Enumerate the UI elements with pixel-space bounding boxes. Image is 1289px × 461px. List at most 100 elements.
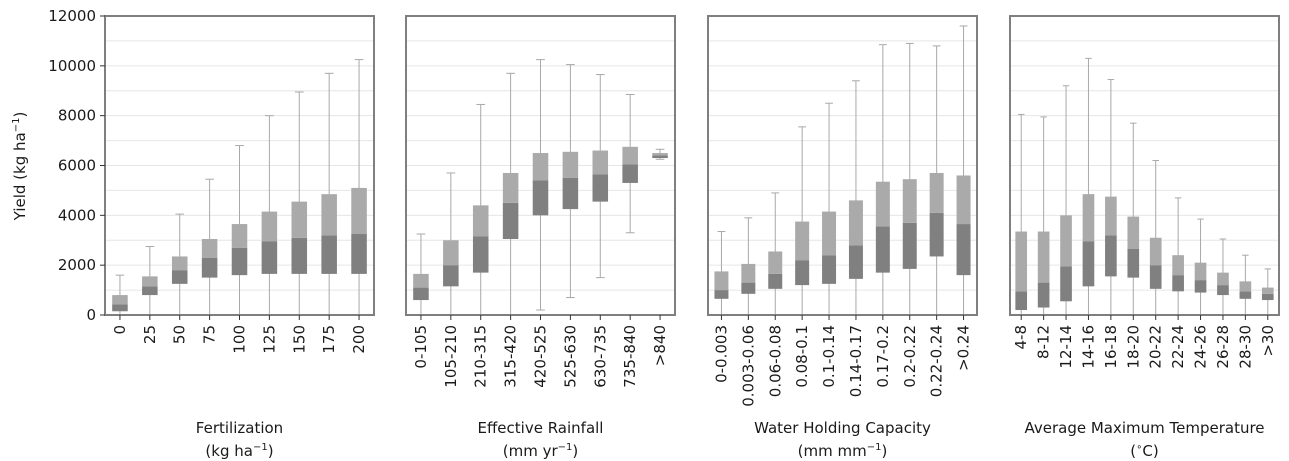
box-lower-3-1 (1037, 282, 1050, 308)
box-lower-0-5 (261, 241, 278, 274)
x-tick-label: 18-20 (1124, 325, 1142, 369)
box-lower-3-6 (1149, 265, 1162, 289)
y-tick-label: 0 (86, 306, 96, 324)
x-tick-label: 12-14 (1057, 325, 1075, 369)
box-lower-2-3 (795, 260, 810, 286)
x-tick-label: 14-16 (1079, 325, 1097, 369)
box-upper-1-2 (472, 205, 489, 237)
box-lower-1-3 (502, 202, 519, 240)
box-lower-2-5 (848, 245, 863, 279)
box-upper-2-3 (795, 221, 810, 261)
x-tick-label: 175 (320, 325, 338, 354)
x-tick-label: 4-8 (1012, 325, 1030, 350)
box-upper-2-0 (714, 271, 729, 291)
x-tick-label: 0.06-0.08 (766, 325, 784, 397)
x-tick-label: 0.14-0.17 (847, 325, 865, 397)
x-tick-label: >0.24 (955, 325, 973, 371)
x-tick-label: >840 (651, 325, 669, 366)
box-upper-3-6 (1149, 237, 1162, 266)
box-upper-3-1 (1037, 231, 1050, 283)
x-tick-label: 26-28 (1214, 325, 1232, 369)
x-tick-label: 0-105 (412, 325, 430, 369)
box-upper-3-7 (1172, 255, 1184, 276)
x-tick-label: 105-210 (442, 325, 460, 388)
panel-frame-2 (707, 15, 978, 316)
x-axis-label-line1: Average Maximum Temperature (1024, 419, 1264, 437)
box-lower-2-8 (929, 212, 944, 257)
x-axis-label-line2: (∘C) (1130, 442, 1158, 460)
x-axis-label-line1: Fertilization (196, 419, 283, 437)
box-lower-3-8 (1194, 280, 1207, 293)
box-lower-2-6 (875, 226, 890, 273)
box-upper-0-1 (142, 276, 158, 287)
x-tick-label: 0.17-0.2 (874, 325, 892, 388)
y-tick-label: 10000 (48, 57, 96, 75)
box-lower-2-9 (956, 224, 971, 276)
box-lower-2-1 (741, 282, 756, 294)
box-upper-0-7 (321, 194, 337, 236)
box-upper-2-2 (768, 251, 783, 274)
box-lower-3-10 (1239, 291, 1252, 299)
x-tick-label: 315-420 (502, 325, 520, 388)
panel-frame-3 (1009, 15, 1280, 316)
box-lower-3-11 (1261, 293, 1274, 301)
x-tick-label: 630-735 (591, 325, 609, 388)
box-upper-3-3 (1082, 194, 1095, 242)
x-tick-label: 125 (260, 325, 278, 354)
box-upper-0-3 (201, 239, 218, 258)
x-tick-label: 22-24 (1169, 325, 1187, 369)
box-lower-2-2 (768, 273, 783, 289)
box-upper-1-7 (622, 146, 638, 165)
x-axis-label-line1: Water Holding Capacity (754, 419, 931, 437)
box-lower-1-1 (443, 265, 459, 287)
x-tick-label: 8-12 (1035, 325, 1053, 359)
box-lower-1-7 (622, 164, 638, 183)
x-tick-label: 0.1-0.14 (820, 325, 838, 388)
box-lower-0-6 (291, 237, 308, 274)
box-lower-1-4 (532, 180, 549, 216)
box-upper-0-6 (291, 201, 308, 238)
box-upper-3-9 (1217, 272, 1229, 286)
y-tick-label: 4000 (58, 206, 96, 224)
box-upper-3-0 (1015, 231, 1028, 292)
x-tick-label: 0.08-0.1 (793, 325, 811, 388)
box-upper-2-8 (929, 172, 944, 213)
box-upper-1-4 (532, 153, 549, 181)
x-tick-label: 0.2-0.22 (901, 325, 919, 388)
x-tick-label: 20-22 (1147, 325, 1165, 369)
box-lower-0-1 (142, 286, 158, 296)
x-tick-label: 525-630 (561, 325, 579, 388)
box-upper-2-9 (956, 175, 971, 225)
box-lower-3-7 (1172, 275, 1184, 292)
x-tick-label: 200 (350, 325, 368, 354)
x-tick-label: 16-18 (1102, 325, 1120, 369)
x-tick-label: 24-26 (1192, 325, 1210, 369)
box-lower-2-7 (902, 222, 917, 269)
box-upper-2-4 (822, 211, 837, 256)
box-lower-3-2 (1060, 266, 1072, 302)
x-axis-label-line2: (kg ha−1) (205, 442, 273, 460)
y-tick-label: 6000 (58, 157, 96, 175)
x-tick-label: 50 (171, 325, 189, 344)
box-upper-1-0 (413, 273, 429, 288)
x-tick-label: 0.22-0.24 (928, 325, 946, 397)
box-upper-2-7 (902, 179, 917, 223)
box-lower-1-8 (652, 155, 668, 159)
x-tick-label: 420-525 (532, 325, 550, 388)
x-axis-label-line2: (mm mm−1) (798, 442, 888, 460)
box-lower-0-7 (321, 235, 337, 274)
box-lower-3-5 (1127, 248, 1140, 278)
box-lower-1-0 (413, 287, 429, 301)
boxes-layer (112, 25, 1274, 316)
box-upper-1-1 (443, 240, 459, 266)
y-axis-label: Yield (kg ha−1) (11, 112, 29, 222)
box-lower-0-0 (112, 304, 128, 312)
box-upper-3-10 (1239, 281, 1252, 292)
y-tick-label: 12000 (48, 7, 96, 25)
box-upper-1-6 (592, 150, 609, 175)
x-tick-label: >30 (1259, 325, 1277, 357)
y-tick-label: 2000 (58, 256, 96, 274)
box-lower-3-3 (1082, 241, 1095, 287)
box-lower-0-8 (351, 234, 367, 274)
